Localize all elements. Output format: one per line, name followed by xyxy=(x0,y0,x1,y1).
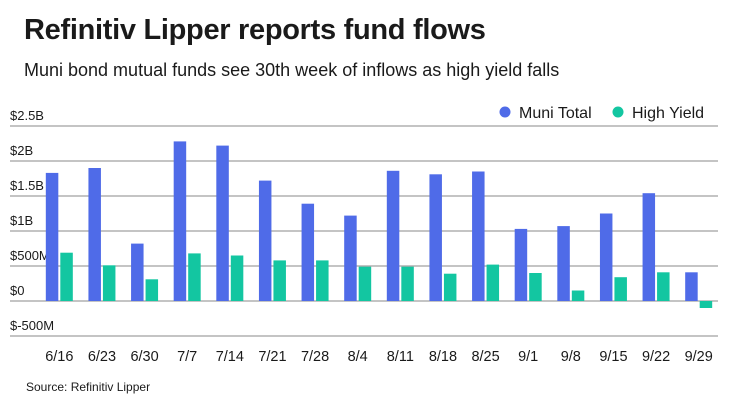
y-tick-label: $0 xyxy=(10,283,24,298)
x-tick-label: 6/23 xyxy=(88,349,116,365)
chart-subtitle: Muni bond mutual funds see 30th week of … xyxy=(24,60,560,80)
bar-muni-total xyxy=(344,215,357,301)
x-tick-label: 8/4 xyxy=(348,349,368,365)
chart-title: Refinitiv Lipper reports fund flows xyxy=(24,14,486,46)
bar-muni-total xyxy=(557,226,570,301)
bar-muni-total xyxy=(131,243,144,301)
bar-high-yield xyxy=(443,273,457,301)
bar-muni-total xyxy=(173,141,187,301)
x-tick-label: 7/7 xyxy=(177,349,197,365)
bar-high-yield xyxy=(316,260,329,301)
legend-marker xyxy=(499,106,511,118)
x-tick-label: 9/22 xyxy=(642,349,670,365)
bar-muni-total xyxy=(472,171,485,301)
x-tick-label: 8/18 xyxy=(429,349,457,365)
y-tick-label: $500M xyxy=(10,248,50,263)
x-tick-label: 6/30 xyxy=(130,349,158,365)
bar-muni-total xyxy=(216,145,229,301)
bar-high-yield xyxy=(102,265,116,301)
bar-high-yield xyxy=(529,273,542,301)
bar-muni-total xyxy=(514,228,528,301)
legend-marker xyxy=(612,106,624,118)
x-tick-label: 7/21 xyxy=(258,349,286,365)
bar-muni-total xyxy=(386,170,400,301)
bar-high-yield xyxy=(486,264,500,301)
bar-high-yield xyxy=(571,290,585,301)
bar-high-yield xyxy=(699,301,713,308)
bar-high-yield xyxy=(60,252,73,301)
y-tick-label: $2B xyxy=(10,143,33,158)
y-tick-label: $1B xyxy=(10,213,33,228)
x-tick-label: 6/16 xyxy=(45,349,73,365)
legend-label: Muni Total xyxy=(519,105,592,122)
bar-high-yield xyxy=(358,266,372,301)
x-tick-label: 8/25 xyxy=(471,349,499,365)
legend-high-yield: High Yield xyxy=(612,105,704,122)
y-tick-label: $2.5B xyxy=(10,108,44,123)
bar-high-yield xyxy=(401,266,414,301)
bar-high-yield xyxy=(273,260,286,301)
bar-high-yield xyxy=(614,277,627,301)
legend-muni-total: Muni Total xyxy=(499,105,592,122)
x-tick-label: 9/8 xyxy=(561,349,581,365)
bar-muni-total xyxy=(301,203,315,301)
bar-muni-total xyxy=(685,272,698,301)
bar-muni-total xyxy=(642,193,656,301)
x-tick-label: 9/29 xyxy=(685,349,713,365)
x-tick-label: 8/11 xyxy=(387,349,414,365)
bar-muni-total xyxy=(258,180,272,301)
bar-high-yield xyxy=(230,255,244,301)
bar-high-yield xyxy=(657,272,670,301)
bar-muni-total xyxy=(599,213,613,301)
x-tick-label: 7/28 xyxy=(301,349,329,365)
y-tick-label: $-500M xyxy=(10,318,54,333)
x-tick-label: 9/15 xyxy=(599,349,627,365)
bar-muni-total xyxy=(429,174,442,301)
legend-label: High Yield xyxy=(632,105,704,122)
x-tick-label: 9/1 xyxy=(518,349,538,365)
bar-high-yield xyxy=(188,253,201,301)
bar-high-yield xyxy=(145,279,159,301)
source-note: Source: Refinitiv Lipper xyxy=(26,380,151,394)
y-tick-label: $1.5B xyxy=(10,178,44,193)
bar-muni-total xyxy=(45,172,59,301)
x-tick-label: 7/14 xyxy=(216,349,244,365)
bar-muni-total xyxy=(88,168,101,301)
